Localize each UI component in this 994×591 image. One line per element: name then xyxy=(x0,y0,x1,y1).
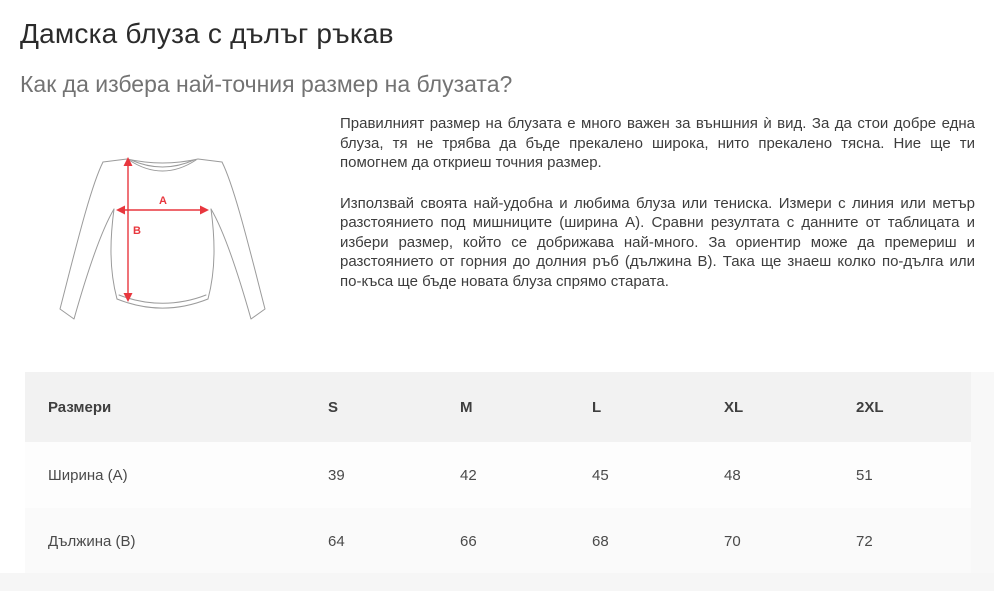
row-label-width: Ширина (A) xyxy=(48,466,128,484)
blouse-left-side xyxy=(110,208,118,300)
blouse-neckline xyxy=(126,158,199,164)
size-table-header-row: Размери S M L XL 2XL xyxy=(25,372,971,442)
length-2xl: 72 xyxy=(856,532,873,550)
arrow-b-top-head xyxy=(123,157,133,166)
arrow-b-bottom-head xyxy=(123,293,133,302)
arrow-a-right-head xyxy=(200,205,209,215)
width-m: 42 xyxy=(460,466,477,484)
intro-paragraph: Правилният размер на блузата е много важ… xyxy=(340,115,975,171)
blouse-hem xyxy=(116,298,209,309)
next-section-edge xyxy=(0,573,994,591)
table-row-width: Ширина (A) 39 42 45 48 51 xyxy=(25,442,971,508)
page-title: Дамска блуза с дълъг ръкав xyxy=(20,18,394,49)
blouse-collar-band xyxy=(130,159,195,168)
width-s: 39 xyxy=(328,466,345,484)
page-background-right xyxy=(971,372,994,573)
blouse-left-sleeve xyxy=(59,161,115,320)
col-header-l: L xyxy=(592,398,602,416)
table-row-length: Дължина (B) 64 66 68 70 72 xyxy=(25,508,971,574)
instructions-paragraph: Използвай своята най-удобна и любима блу… xyxy=(340,194,975,290)
arrow-a-left-head xyxy=(116,205,125,215)
length-m: 66 xyxy=(460,532,477,550)
measure-arrow-a xyxy=(116,205,209,215)
blouse-right-side xyxy=(207,208,215,300)
col-header-2xl: 2XL xyxy=(856,398,884,416)
width-xl: 48 xyxy=(724,466,741,484)
length-xl: 70 xyxy=(724,532,741,550)
length-s: 64 xyxy=(328,532,345,550)
blouse-illustration: A B xyxy=(30,115,320,355)
measure-arrows: A B xyxy=(116,157,209,302)
size-table-head: Размери S M L XL 2XL xyxy=(25,372,971,442)
blouse-collar-scoop xyxy=(128,159,197,172)
blouse-outline xyxy=(59,158,266,320)
blouse-drawing-svg: A B xyxy=(59,157,266,320)
blouse-right-sleeve xyxy=(210,161,266,320)
size-table-body: Ширина (A) 39 42 45 48 51 Дължина (B) 64… xyxy=(25,442,971,574)
row-label-length: Дължина (B) xyxy=(48,532,136,550)
width-l: 45 xyxy=(592,466,609,484)
col-header-m: M xyxy=(460,398,473,416)
size-table: Размери S M L XL 2XL Ширина (A) 39 42 45… xyxy=(25,372,971,574)
measure-label-a: A xyxy=(159,195,167,207)
blouse-hem-stitch xyxy=(118,294,207,304)
measure-arrow-b xyxy=(123,157,133,302)
measure-label-b: B xyxy=(133,225,141,237)
col-header-xl: XL xyxy=(724,398,744,416)
col-header-sizes: Размери xyxy=(48,398,112,416)
width-2xl: 51 xyxy=(856,466,873,484)
blouse-right-shoulder xyxy=(197,158,223,163)
length-l: 68 xyxy=(592,532,609,550)
description-text: Правилният размер на блузата е много важ… xyxy=(340,114,975,312)
blouse-left-shoulder xyxy=(102,158,128,163)
page-subtitle: Как да избера най-точния размер на блуза… xyxy=(20,71,513,97)
col-header-s: S xyxy=(328,398,339,416)
